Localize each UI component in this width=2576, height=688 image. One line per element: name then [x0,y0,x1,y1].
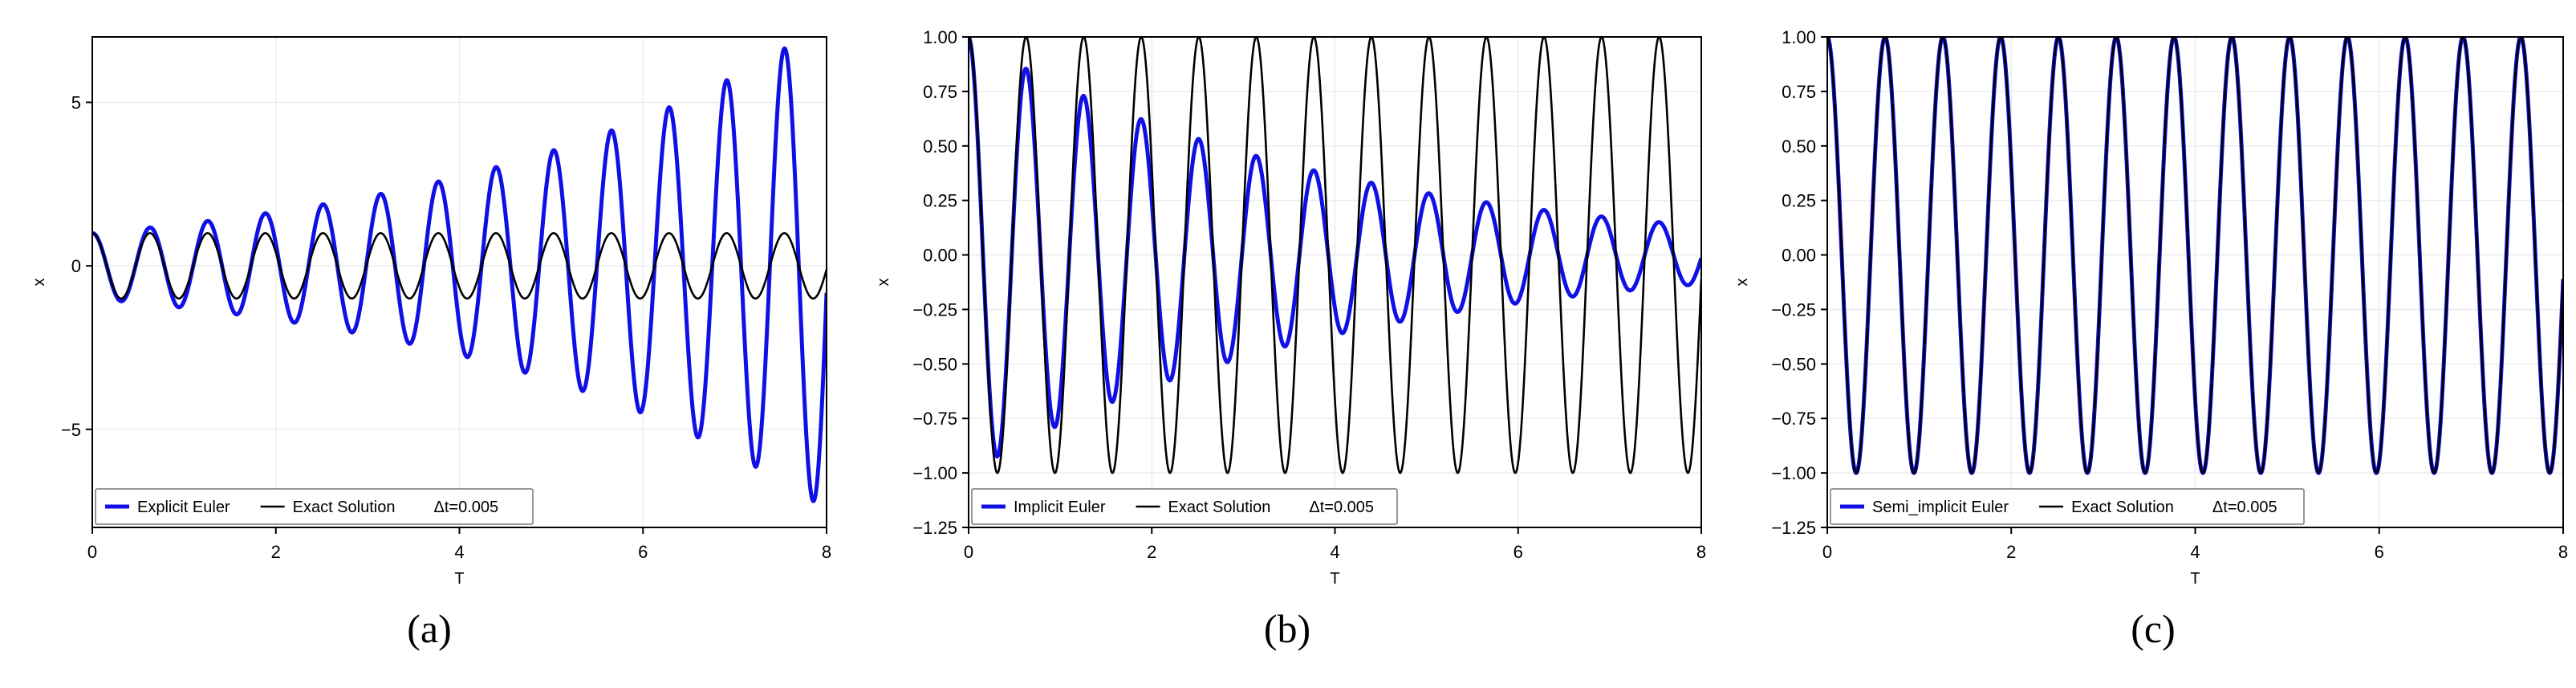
y-tick-label: 0.75 [1782,82,1816,102]
y-tick-label: 0.00 [1782,246,1816,266]
x-tick-label: 4 [2190,542,2200,562]
legend-annotation: Δt=0.005 [2212,499,2277,516]
legend-box [1830,488,2305,525]
x-tick-label: 4 [454,542,464,562]
legend-annotation: Δt=0.005 [1309,499,1374,516]
y-tick-label: 0.25 [923,191,957,211]
y-tick-label: −0.75 [912,409,957,429]
y-tick-label: −0.50 [912,354,957,374]
x-tick-label: 0 [87,542,97,562]
y-tick-label: −1.00 [912,463,957,483]
chart-panel-b: 0 2 4 6 8 1.00 0.75 0.50 0.25 0.00 −0.25 −0.50 −0.75… [875,27,1706,651]
x-tick-label: 4 [1330,542,1339,562]
legend: Semi_implicit Euler Exact Solution Δt=0.00… [1830,488,2305,525]
subfigure-label: (c) [2131,606,2176,651]
legend-entry-label: Implicit Euler [1014,499,1106,516]
y-tick-label: −1.25 [912,518,957,538]
x-tick-label: 2 [271,542,281,562]
legend-annotation: Δt=0.005 [433,499,498,516]
legend-entry-label: Semi_implicit Euler [1872,499,2009,516]
x-tick-label: 8 [2558,542,2568,562]
chart-panel-c: 0 2 4 6 8 1.00 0.75 0.50 0.25 0.00 −0.25 −0.50 −0.75… [1733,27,2568,651]
y-axis-label: x [30,279,48,287]
y-tick-label: −1.25 [1771,518,1816,538]
y-tick-label: 0.50 [1782,136,1816,157]
legend-box [971,488,1398,525]
y-tick-label: 1.00 [1782,27,1816,47]
x-tick-label: 6 [1514,542,1523,562]
legend-box [95,488,534,525]
subfigure-label: (b) [1264,606,1310,651]
y-tick-label: 5 [71,92,81,112]
y-tick-label: 0.75 [923,82,957,102]
exact-solution-line [969,37,1701,474]
y-axis-label: x [1733,279,1751,287]
legend: Explicit Euler Exact Solution Δt=0.005 [95,488,534,525]
x-tick-label: 2 [1147,542,1156,562]
x-tick-label: 6 [2375,542,2384,562]
x-tick-label: 8 [1696,542,1706,562]
x-axis-label: T [2190,570,2200,588]
x-tick-label: 6 [638,542,648,562]
y-tick-label: −0.75 [1771,409,1816,429]
y-axis-label: x [875,279,892,287]
legend: Implicit Euler Exact Solution Δt=0.005 [971,488,1398,525]
x-tick-label: 2 [2006,542,2016,562]
y-tick-label: 1.00 [923,27,957,47]
subfigure-label: (a) [407,606,452,651]
x-tick-label: 0 [964,542,973,562]
numerical-solution-line [969,37,1701,459]
chart-panel-a: 0 2 4 6 8 −5 0 5 Tx Explicit Euler Exact Solution Δ… [30,36,831,651]
exact-solution-line [1827,37,2563,474]
legend-entry-label: Exact Solution [1168,499,1270,516]
exact-solution-line [92,232,827,300]
legend-entry-label: Exact Solution [2071,499,2174,516]
x-tick-label: 0 [1822,542,1832,562]
y-tick-label: 0.50 [923,136,957,157]
y-tick-label: 0.25 [1782,191,1816,211]
y-tick-label: −0.25 [1771,299,1816,320]
legend-entry-label: Exact Solution [293,499,396,516]
x-axis-label: T [1330,570,1339,588]
legend-entry-label: Explicit Euler [137,499,230,516]
y-tick-label: −0.50 [1771,354,1816,374]
y-tick-label: −1.00 [1771,463,1816,483]
y-tick-label: 0 [71,256,81,276]
y-tick-label: −5 [61,420,81,440]
y-tick-label: 0.00 [923,246,957,266]
x-tick-label: 8 [822,542,831,562]
x-axis-label: T [454,570,464,588]
y-tick-label: −0.25 [912,299,957,320]
numerical-solution-line [92,46,827,503]
